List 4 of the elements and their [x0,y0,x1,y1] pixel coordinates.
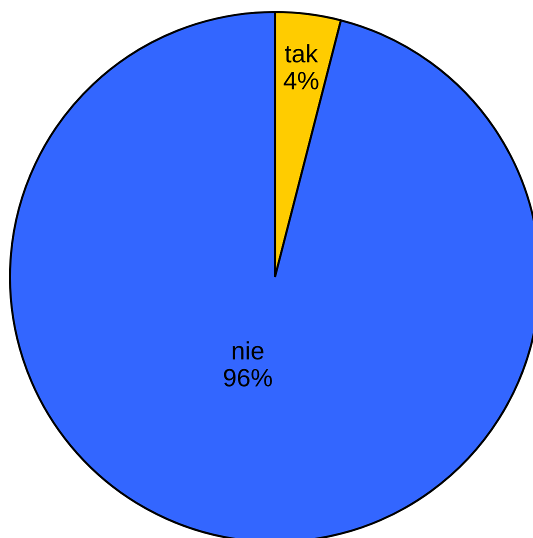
slice-label: nie [232,341,264,360]
slice-label: tak [284,44,318,63]
data-label: 96% [224,368,272,387]
data-label: 4% [284,72,318,90]
